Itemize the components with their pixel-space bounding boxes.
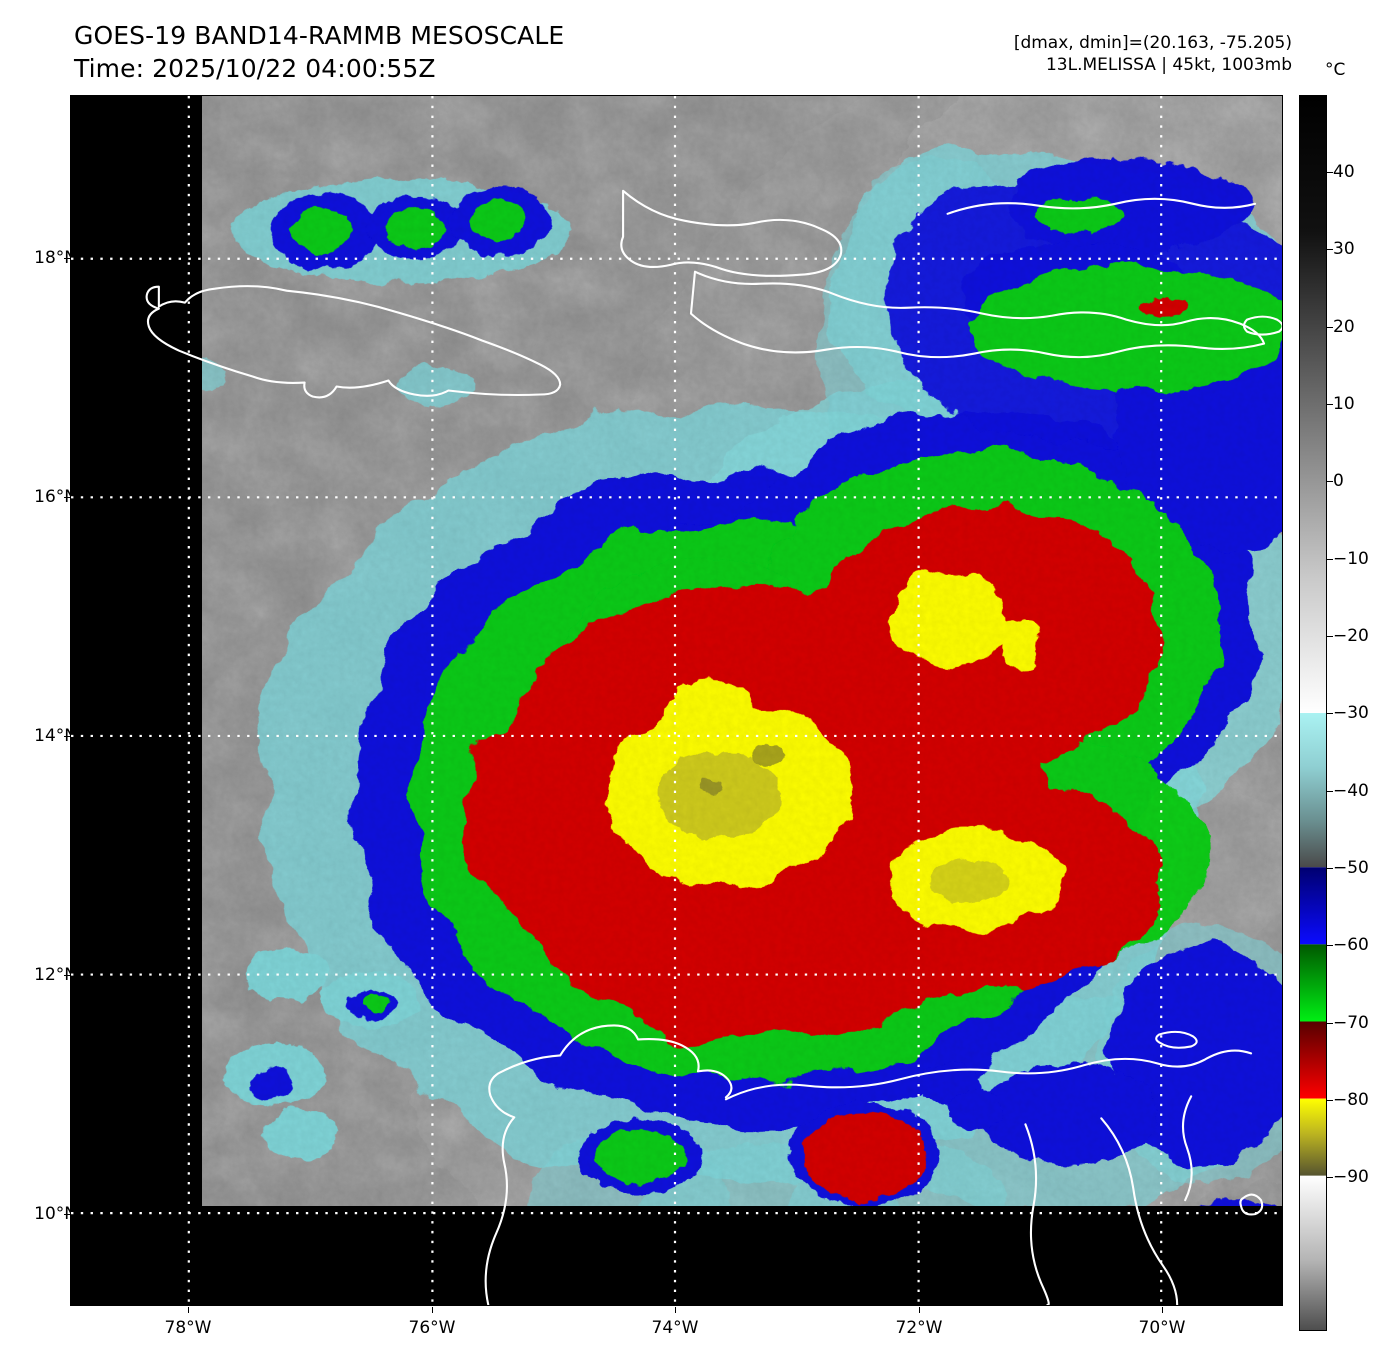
- colorbar-tickmark-40: [1327, 172, 1333, 173]
- colorbar-tick-30: 30: [1333, 239, 1355, 259]
- x-tick-label-3: 72°W: [895, 1318, 943, 1338]
- colorbar-unit-label: °C: [1325, 60, 1346, 80]
- colorbar-tickmark-0: [1327, 481, 1333, 482]
- y-tick-label-1: 16°N: [34, 487, 77, 507]
- x-tick-label-1: 76°W: [408, 1318, 456, 1338]
- colorbar-tick-m10: −10: [1333, 549, 1369, 569]
- nodata-mask-left: [71, 96, 202, 1208]
- colorbar-tickmark-m70: [1327, 1023, 1333, 1024]
- nodata-mask-bottom: [71, 1206, 1282, 1305]
- colorbar-tick-m50: −50: [1333, 858, 1369, 878]
- y-tickmark-0: [64, 258, 70, 259]
- colorbar-tickmark-30: [1327, 249, 1333, 250]
- colorbar-tick-m90: −90: [1333, 1167, 1369, 1187]
- data-extremes-label: [dmax, dmin]=(20.163, -75.205): [1013, 33, 1292, 53]
- colorbar-tick-10: 10: [1333, 394, 1355, 414]
- colorbar-tick-m40: −40: [1333, 781, 1369, 801]
- colorbar-tick-m20: −20: [1333, 626, 1369, 646]
- latitude-longitude-gridlines: [71, 96, 1282, 1305]
- timestamp-label: Time: 2025/10/22 04:00:55Z: [74, 53, 436, 83]
- x-tickmark-0: [188, 1307, 189, 1313]
- colorbar-tickmark-20: [1327, 327, 1333, 328]
- colorbar-tickmark-m40: [1327, 791, 1333, 792]
- storm-info-label: 13L.MELISSA | 45kt, 1003mb: [1045, 55, 1292, 76]
- colorbar-tickmark-m30: [1327, 713, 1333, 714]
- colorbar-tick-20: 20: [1333, 317, 1355, 337]
- colorbar-tickmark-m80: [1327, 1100, 1333, 1101]
- page-title: GOES-19 BAND14-RAMMB MESOSCALE: [74, 21, 565, 50]
- colorbar-tickmark-10: [1327, 404, 1333, 405]
- temperature-colorbar: [1299, 95, 1327, 1331]
- colorbar-tickmark-m10: [1327, 559, 1333, 560]
- x-tick-label-0: 78°W: [164, 1318, 212, 1338]
- y-tickmark-3: [64, 975, 70, 976]
- infrared-satellite-imagery: [71, 96, 1282, 1305]
- title-block: GOES-19 BAND14-RAMMB MESOSCALE Time: 202…: [74, 20, 564, 85]
- colorbar-tickmark-m20: [1327, 636, 1333, 637]
- x-tickmark-1: [432, 1307, 433, 1313]
- y-tick-label-0: 18°N: [34, 248, 77, 268]
- colorbar-tick-m30: −30: [1333, 703, 1369, 723]
- colorbar-tick-0: 0: [1333, 471, 1344, 491]
- metadata-block: [dmax, dmin]=(20.163, -75.205) 13L.MELIS…: [1014, 32, 1292, 77]
- y-tickmark-4: [64, 1214, 70, 1215]
- colorbar-tickmark-m50: [1327, 868, 1333, 869]
- y-tick-label-2: 14°N: [34, 726, 77, 746]
- y-tickmark-1: [64, 497, 70, 498]
- colorbar-tick-40: 40: [1333, 162, 1355, 182]
- satellite-image-plot: Copyright © 2020-2025 Dapiya: [70, 95, 1283, 1306]
- colorbar-gradient: [1300, 96, 1326, 1330]
- colorbar-tick-m70: −70: [1333, 1013, 1369, 1033]
- x-tickmark-2: [675, 1307, 676, 1313]
- x-tickmark-4: [1162, 1307, 1163, 1313]
- coastline-overlay: [145, 189, 1282, 1305]
- x-tick-label-4: 70°W: [1138, 1318, 1186, 1338]
- colorbar-tick-m80: −80: [1333, 1090, 1369, 1110]
- x-tickmark-3: [919, 1307, 920, 1313]
- colorbar-tickmark-m90: [1327, 1177, 1333, 1178]
- y-tick-label-4: 10°N: [34, 1204, 77, 1224]
- colorbar-tickmark-m60: [1327, 945, 1333, 946]
- y-tick-label-3: 12°N: [34, 965, 77, 985]
- colorbar-tick-m60: −60: [1333, 935, 1369, 955]
- y-tickmark-2: [64, 736, 70, 737]
- x-tick-label-2: 74°W: [651, 1318, 699, 1338]
